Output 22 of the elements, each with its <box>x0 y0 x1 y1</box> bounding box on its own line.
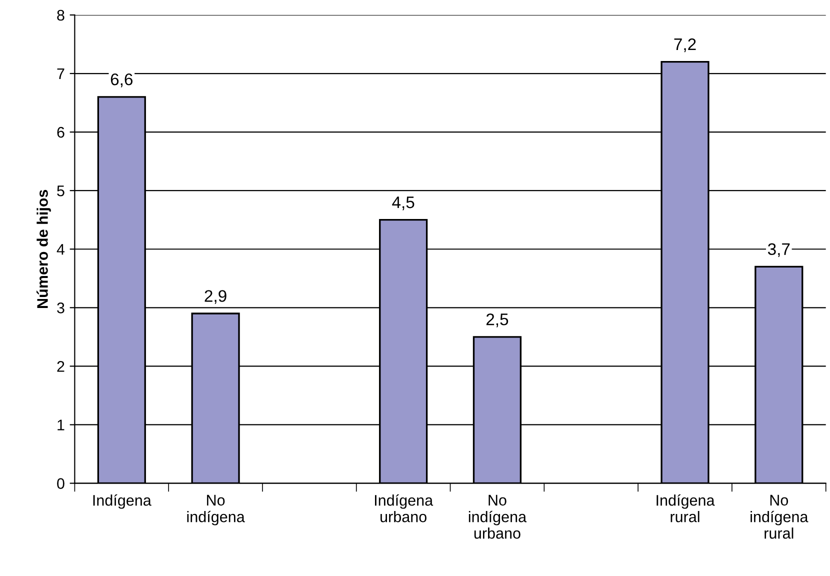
x-tick-label: No indígena urbano <box>468 494 527 539</box>
x-tick-label: Indígena urbano <box>375 494 434 522</box>
y-tick-label: 1 <box>58 420 64 430</box>
x-tick-label: Indígena <box>93 494 152 509</box>
y-tick-label: 3 <box>57 302 64 314</box>
x-tick-label: No indígena rural <box>750 494 808 539</box>
data-label: 7,2 <box>674 38 696 52</box>
x-tick-label: Indígena rural <box>656 494 715 522</box>
y-tick-label: 0 <box>57 478 64 489</box>
data-label: 6,6 <box>110 73 132 88</box>
data-label: 2,9 <box>204 290 226 304</box>
y-tick-label: 6 <box>57 126 64 138</box>
y-tick-label: 2 <box>57 361 64 372</box>
x-tick-label: No indígena <box>187 494 245 526</box>
data-label: 4,5 <box>392 196 414 210</box>
data-label: 2,5 <box>486 313 508 328</box>
y-tick-label: 8 <box>57 10 64 21</box>
data-label: 3,7 <box>768 243 790 258</box>
y-axis-title: Número de hijos <box>36 190 51 308</box>
y-tick-label: 5 <box>57 186 64 196</box>
y-tick-label: 7 <box>57 68 64 80</box>
y-tick-label: 4 <box>56 244 65 255</box>
